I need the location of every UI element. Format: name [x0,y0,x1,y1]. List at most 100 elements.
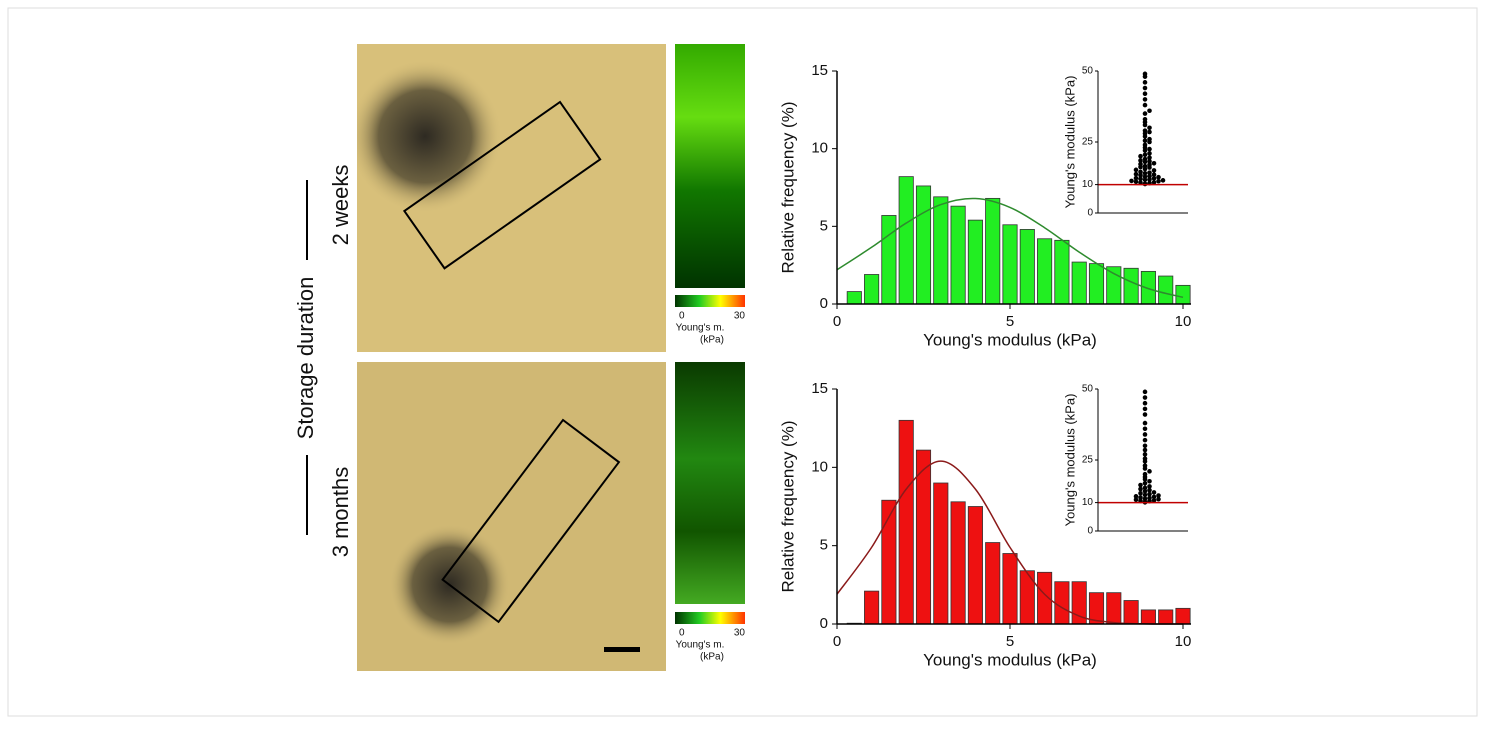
micrograph-shade [357,44,666,352]
point [1142,420,1148,426]
point [1142,437,1148,443]
point [1147,487,1152,493]
bar [967,506,983,625]
point [1138,161,1143,167]
bar [1175,607,1191,625]
point [1147,173,1152,179]
y-axis-title: Young's modulus (kPa) [1062,76,1077,209]
bar [1106,266,1122,305]
y-tick-label: 10 [811,458,828,475]
point [1142,463,1148,468]
point [1133,179,1139,185]
y-tick-label: 0 [1087,208,1093,219]
bar [985,542,1001,625]
point [1147,151,1152,156]
point [1142,400,1148,406]
bar [881,215,897,305]
bar [864,274,880,305]
y-axis-title: Relative frequency (%) [778,421,797,593]
point [1142,496,1148,501]
point [1147,125,1152,131]
bar [1158,609,1174,625]
bar [1088,263,1105,305]
point [1133,175,1139,181]
point [1142,163,1148,169]
bar [1002,224,1018,305]
y-tick-label: 15 [811,380,828,397]
colorbar-label: Young's m. [676,323,725,334]
point [1142,142,1148,148]
point [1151,180,1157,185]
point [1142,443,1148,449]
y-tick-label: 0 [1087,526,1093,537]
point [1142,485,1148,491]
colorbar-tick: 30 [734,311,746,322]
point [1142,116,1148,122]
bar [1106,592,1122,625]
bar [1140,609,1156,625]
point [1142,426,1148,432]
bar [881,499,897,625]
heatmap [675,44,745,288]
side-label: Storage duration [293,277,318,440]
colorbar [675,295,745,307]
point [1147,495,1152,501]
colorbar-tick: 0 [679,311,685,322]
bar [915,449,932,625]
x-tick-label: 10 [1175,313,1192,330]
point [1142,138,1148,143]
point [1147,170,1152,175]
point [1156,493,1161,498]
colorbar-label: Young's m. [676,640,725,651]
bar [1158,275,1174,305]
bar [1019,229,1035,305]
point [1142,181,1148,187]
point [1147,484,1152,489]
point [1142,447,1148,453]
point [1142,471,1148,477]
y-tick-label: 5 [820,537,828,554]
bar [898,176,914,305]
x-tick-label: 5 [1006,633,1014,650]
y-tick-label: 0 [820,295,828,312]
point [1151,490,1157,495]
point [1142,156,1148,162]
point [1156,174,1161,180]
point [1142,80,1148,85]
colorbar-tick: 0 [679,628,685,639]
point [1142,85,1148,91]
y-tick-label: 25 [1082,455,1094,466]
scale-bar [604,647,640,652]
roi-box [402,100,602,270]
point [1133,497,1139,503]
point [1142,91,1148,97]
point [1142,174,1148,179]
point [1142,488,1148,494]
point [1142,71,1148,77]
micrograph-shade [357,362,666,671]
point [1142,452,1148,457]
point [1142,432,1148,437]
point [1151,161,1157,166]
heatmap [675,362,745,604]
point [1147,146,1152,152]
point [1151,168,1157,173]
row-label: 2 weeks [328,165,353,246]
point [1142,412,1148,417]
bar [933,482,949,625]
fit-curve [836,197,1184,299]
bar [915,185,932,305]
roi-box [441,418,621,624]
x-axis-title: Young's modulus (kPa) [923,650,1097,669]
bar [1071,261,1087,305]
point [1133,171,1139,177]
y-axis-title: Relative frequency (%) [778,102,797,274]
point [1138,176,1143,182]
point [1133,494,1139,499]
point [1147,469,1152,474]
colorbar [675,612,745,624]
point [1142,152,1148,158]
point [1142,111,1148,116]
point [1138,486,1143,492]
